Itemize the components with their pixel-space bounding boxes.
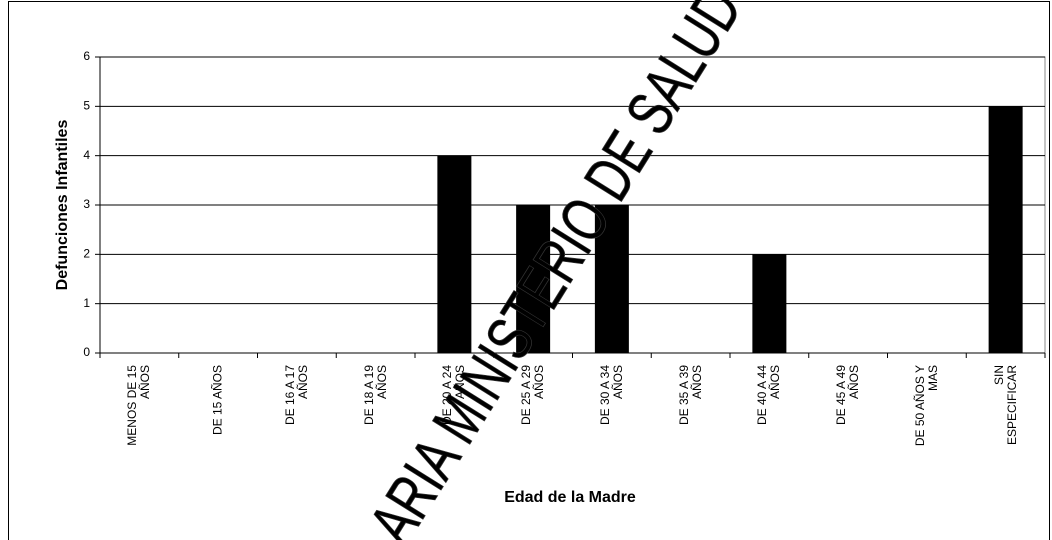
bar xyxy=(752,254,787,353)
y-tick-label: 1 xyxy=(83,296,90,310)
x-tick-label: DE 15 AÑOS xyxy=(210,365,225,436)
x-axis-title: Edad de la Madre xyxy=(504,489,636,506)
y-tick-label: 4 xyxy=(83,148,90,162)
bar xyxy=(594,205,629,353)
y-tick-label: 6 xyxy=(83,49,90,63)
x-tick-label: MENOS DE 15 AÑOS xyxy=(125,365,153,446)
x-tick-label: DE 25 A 29 AÑOS xyxy=(519,365,547,426)
x-tick-label: SIN ESPECIFICAR xyxy=(991,365,1019,446)
x-tick-label: DE 16 A 17 AÑOS xyxy=(282,365,310,426)
x-tick-label: DE 18 A 19 AÑOS xyxy=(361,365,389,426)
bar xyxy=(437,155,472,353)
y-axis-title: Defunciones Infantiles xyxy=(54,120,71,291)
x-tick-label: DE 45 A 49 AÑOS xyxy=(834,365,862,426)
x-tick-label: DE 30 A 34 AÑOS xyxy=(597,365,625,426)
y-tick-label: 3 xyxy=(83,197,90,211)
x-tick-label: DE 50 AÑOS Y MAS xyxy=(912,365,940,447)
y-tick-label: 2 xyxy=(83,247,90,261)
bar xyxy=(516,205,551,353)
y-tick-label: 5 xyxy=(83,99,90,113)
chart-border xyxy=(8,1,1050,540)
x-tick-label: DE 35 A 39 AÑOS xyxy=(676,365,704,426)
x-tick-label: DE 20 A 24 AÑOS xyxy=(440,365,468,426)
bar xyxy=(988,106,1023,353)
x-tick-label: DE 40 A 44 AÑOS xyxy=(755,365,783,426)
y-tick-label: 0 xyxy=(83,345,90,359)
